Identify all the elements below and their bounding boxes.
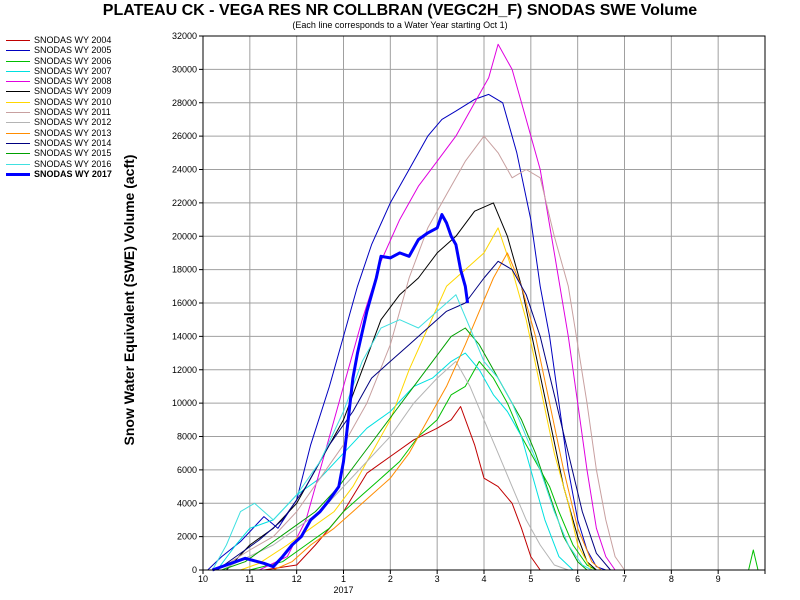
legend-entry: SNODAS WY 2014	[4, 138, 164, 148]
y-tick-label: 20000	[172, 231, 197, 241]
legend-swatch	[6, 50, 30, 52]
legend-entry: SNODAS WY 2011	[4, 107, 164, 117]
chart-title: PLATEAU CK - VEGA RES NR COLLBRAN (VEGC2…	[102, 2, 698, 19]
legend-label: SNODAS WY 2013	[34, 127, 112, 138]
legend-label: SNODAS WY 2016	[34, 158, 112, 169]
y-tick-label: 0	[192, 565, 197, 575]
legend-swatch	[6, 81, 30, 83]
y-tick-label: 10000	[172, 398, 197, 408]
x-tick-label: 10	[198, 574, 208, 584]
series-line-snodas-wy-2016	[211, 294, 592, 571]
y-tick-label: 4000	[177, 498, 197, 508]
legend-swatch	[6, 112, 30, 114]
legend-entry: SNODAS WY 2006	[4, 56, 164, 66]
legend-entry: SNODAS WY 2009	[4, 86, 164, 96]
legend-entry: SNODAS WY 2015	[4, 148, 164, 158]
y-tick-label: 24000	[172, 165, 197, 175]
legend-entry: SNODAS WY 2007	[4, 66, 164, 76]
series-line-snodas-wy-2011	[212, 135, 625, 571]
legend-label: SNODAS WY 2008	[34, 76, 112, 87]
legend-entry: SNODAS WY 2005	[4, 45, 164, 55]
legend-swatch	[6, 91, 30, 93]
chart-subtitle: (Each line corresponds to a Water Year s…	[292, 20, 508, 30]
legend-swatch	[6, 101, 30, 103]
legend-entry: SNODAS WY 2012	[4, 117, 164, 127]
legend-label: SNODAS WY 2014	[34, 137, 112, 148]
legend-swatch	[6, 60, 30, 62]
legend-label: SNODAS WY 2007	[34, 65, 112, 76]
x-tick-label: 6	[575, 574, 580, 584]
series-line-snodas-wy-2017	[211, 213, 470, 572]
x-tick-label: 11	[245, 574, 254, 584]
x-tick-label: 8	[669, 574, 674, 584]
series-line-snodas-wy-2009	[226, 202, 597, 571]
legend-label: SNODAS WY 2010	[34, 96, 112, 107]
legend-label: SNODAS WY 2004	[34, 35, 112, 45]
series-line-snodas-wy-2007	[216, 352, 574, 571]
x-tick-label: 7	[622, 574, 627, 584]
legend-entry: SNODAS WY 2016	[4, 159, 164, 169]
series-line-snodas-wy-2006	[249, 360, 759, 571]
x-tick-label: 1	[341, 574, 346, 584]
chart-legend: SNODAS WY 2004 SNODAS WY 2005 SNODAS WY 20…	[4, 35, 164, 179]
legend-swatch	[6, 172, 30, 176]
y-tick-label: 12000	[172, 365, 197, 375]
series-line-snodas-wy-2010	[240, 227, 593, 571]
x-year-label: 2017	[333, 585, 353, 595]
x-tick-label: 5	[528, 574, 533, 584]
legend-swatch	[6, 40, 30, 41]
x-tick-label: 3	[435, 574, 440, 584]
legend-label: SNODAS WY 2009	[34, 86, 112, 97]
legend-entry: SNODAS WY 2008	[4, 76, 164, 86]
legend-entry: SNODAS WY 2017	[4, 169, 164, 179]
legend-label: SNODAS WY 2012	[34, 117, 112, 128]
series-line-snodas-wy-2005	[207, 93, 606, 571]
x-tick-label: 2	[388, 574, 393, 584]
y-tick-label: 6000	[177, 465, 197, 475]
legend-entry: SNODAS WY 2010	[4, 97, 164, 107]
legend-label: SNODAS WY 2006	[34, 55, 112, 66]
series-line-snodas-wy-2013	[273, 252, 602, 571]
legend-swatch	[6, 153, 30, 155]
legend-swatch	[6, 163, 30, 165]
y-tick-label: 22000	[172, 198, 197, 208]
legend-label: SNODAS WY 2011	[34, 107, 111, 118]
grid-lines	[202, 35, 766, 571]
y-tick-label: 16000	[172, 298, 197, 308]
y-tick-label: 32000	[172, 31, 197, 41]
x-tick-label: 4	[481, 574, 486, 584]
y-tick-label: 28000	[172, 98, 197, 108]
y-ticks: 0 2000 4000 6000 8000 10000 12000 14000 16000 180…	[172, 31, 203, 575]
x-tick-label: 12	[292, 574, 302, 584]
y-tick-label: 18000	[172, 265, 197, 275]
y-tick-label: 2000	[177, 532, 197, 542]
legend-swatch	[6, 122, 30, 124]
legend-swatch	[6, 132, 30, 134]
y-tick-label: 26000	[172, 131, 197, 141]
series-line-snodas-wy-2012	[221, 360, 569, 571]
y-tick-label: 8000	[177, 432, 197, 442]
legend-swatch	[6, 70, 30, 72]
series-layer	[207, 43, 759, 572]
series-line-snodas-wy-2015	[221, 327, 588, 571]
legend-entry: SNODAS WY 2004	[4, 35, 164, 45]
legend-label: SNODAS WY 2005	[34, 45, 112, 56]
x-tick-label: 9	[716, 574, 721, 584]
legend-entry: SNODAS WY 2013	[4, 128, 164, 138]
y-tick-label: 14000	[172, 331, 197, 341]
legend-label: SNODAS WY 2017	[34, 168, 112, 179]
legend-swatch	[6, 142, 30, 144]
y-tick-label: 30000	[172, 64, 197, 74]
series-line-snodas-wy-2014	[216, 260, 611, 571]
legend-label: SNODAS WY 2015	[34, 148, 112, 159]
series-line-snodas-wy-2008	[258, 43, 616, 571]
